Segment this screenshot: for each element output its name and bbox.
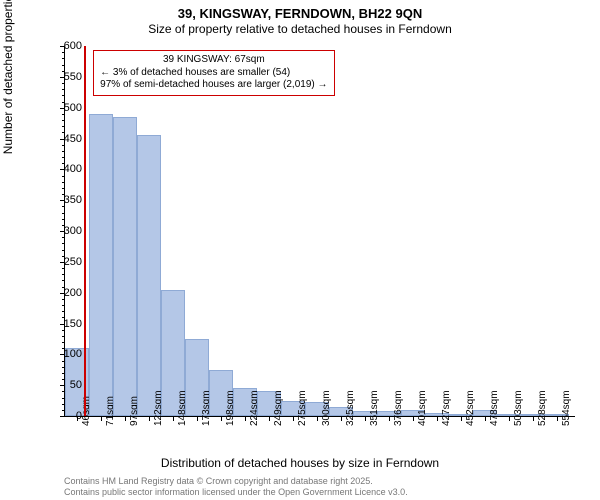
ytick-minor xyxy=(62,330,65,331)
xtick-mark xyxy=(173,416,174,421)
ytick-label: 200 xyxy=(42,287,82,299)
xtick-label: 452sqm xyxy=(465,390,476,426)
ytick-minor xyxy=(62,89,65,90)
ytick-minor xyxy=(62,157,65,158)
xtick-label: 528sqm xyxy=(537,390,548,426)
ytick-minor xyxy=(62,243,65,244)
ytick-minor xyxy=(62,311,65,312)
xtick-label: 427sqm xyxy=(441,390,452,426)
ytick-minor xyxy=(62,219,65,220)
ytick-label: 100 xyxy=(42,348,82,360)
ytick-minor xyxy=(62,299,65,300)
xtick-mark xyxy=(509,416,510,421)
xtick-mark xyxy=(197,416,198,421)
histogram-bar xyxy=(113,117,137,416)
xtick-mark xyxy=(245,416,246,421)
y-axis-label: Number of detached properties xyxy=(1,0,15,154)
ytick-label: 400 xyxy=(42,163,82,175)
callout-box: 39 KINGSWAY: 67sqm← 3% of detached house… xyxy=(93,50,334,96)
ytick-label: 0 xyxy=(42,410,82,422)
chart-titles: 39, KINGSWAY, FERNDOWN, BH22 9QN Size of… xyxy=(0,0,600,36)
xtick-mark xyxy=(317,416,318,421)
footer-credits: Contains HM Land Registry data © Crown c… xyxy=(64,476,408,498)
ytick-label: 450 xyxy=(42,133,82,145)
ytick-minor xyxy=(62,151,65,152)
ytick-label: 350 xyxy=(42,194,82,206)
title-line2: Size of property relative to detached ho… xyxy=(0,22,600,36)
callout-line3: 97% of semi-detached houses are larger (… xyxy=(100,79,327,92)
xtick-mark xyxy=(437,416,438,421)
xtick-mark xyxy=(461,416,462,421)
xtick-label: 376sqm xyxy=(393,390,404,426)
xtick-mark xyxy=(221,416,222,421)
ytick-minor xyxy=(62,280,65,281)
histogram-bar xyxy=(137,135,161,416)
xtick-mark xyxy=(389,416,390,421)
ytick-minor xyxy=(62,52,65,53)
ytick-minor xyxy=(62,237,65,238)
ytick-label: 250 xyxy=(42,256,82,268)
xtick-mark xyxy=(149,416,150,421)
ytick-minor xyxy=(62,336,65,337)
xtick-label: 325sqm xyxy=(345,390,356,426)
xtick-mark xyxy=(269,416,270,421)
ytick-minor xyxy=(62,114,65,115)
histogram-bar xyxy=(89,114,113,416)
ytick-minor xyxy=(62,182,65,183)
xtick-mark xyxy=(125,416,126,421)
xtick-mark xyxy=(485,416,486,421)
ytick-minor xyxy=(62,206,65,207)
xtick-mark xyxy=(101,416,102,421)
title-line1: 39, KINGSWAY, FERNDOWN, BH22 9QN xyxy=(0,6,600,21)
ytick-minor xyxy=(62,83,65,84)
xtick-mark xyxy=(365,416,366,421)
ytick-label: 50 xyxy=(42,379,82,391)
xtick-label: 478sqm xyxy=(489,390,500,426)
ytick-label: 550 xyxy=(42,71,82,83)
x-axis-label: Distribution of detached houses by size … xyxy=(0,456,600,470)
xtick-label: 503sqm xyxy=(513,390,524,426)
ytick-label: 500 xyxy=(42,102,82,114)
ytick-minor xyxy=(62,305,65,306)
callout-line1: 39 KINGSWAY: 67sqm xyxy=(100,54,327,67)
xtick-mark xyxy=(341,416,342,421)
ytick-minor xyxy=(62,188,65,189)
ytick-label: 300 xyxy=(42,225,82,237)
ytick-minor xyxy=(62,126,65,127)
xtick-mark xyxy=(413,416,414,421)
xtick-mark xyxy=(557,416,558,421)
ytick-minor xyxy=(62,176,65,177)
ytick-minor xyxy=(62,268,65,269)
xtick-label: 351sqm xyxy=(369,390,380,426)
reference-line xyxy=(84,46,86,416)
ytick-minor xyxy=(62,95,65,96)
footer-line2: Contains public sector information licen… xyxy=(64,487,408,498)
ytick-minor xyxy=(62,250,65,251)
chart-plot-area: 46sqm71sqm97sqm122sqm148sqm173sqm198sqm2… xyxy=(64,46,575,417)
xtick-mark xyxy=(293,416,294,421)
ytick-minor xyxy=(62,145,65,146)
ytick-minor xyxy=(62,58,65,59)
xtick-label: 401sqm xyxy=(417,390,428,426)
ytick-minor xyxy=(62,120,65,121)
xtick-label: 554sqm xyxy=(561,390,572,426)
ytick-label: 600 xyxy=(42,40,82,52)
ytick-label: 150 xyxy=(42,318,82,330)
ytick-minor xyxy=(62,342,65,343)
xtick-mark xyxy=(533,416,534,421)
ytick-minor xyxy=(62,274,65,275)
ytick-minor xyxy=(62,65,65,66)
callout-line2: ← 3% of detached houses are smaller (54) xyxy=(100,67,327,80)
footer-line1: Contains HM Land Registry data © Crown c… xyxy=(64,476,408,487)
ytick-minor xyxy=(62,213,65,214)
